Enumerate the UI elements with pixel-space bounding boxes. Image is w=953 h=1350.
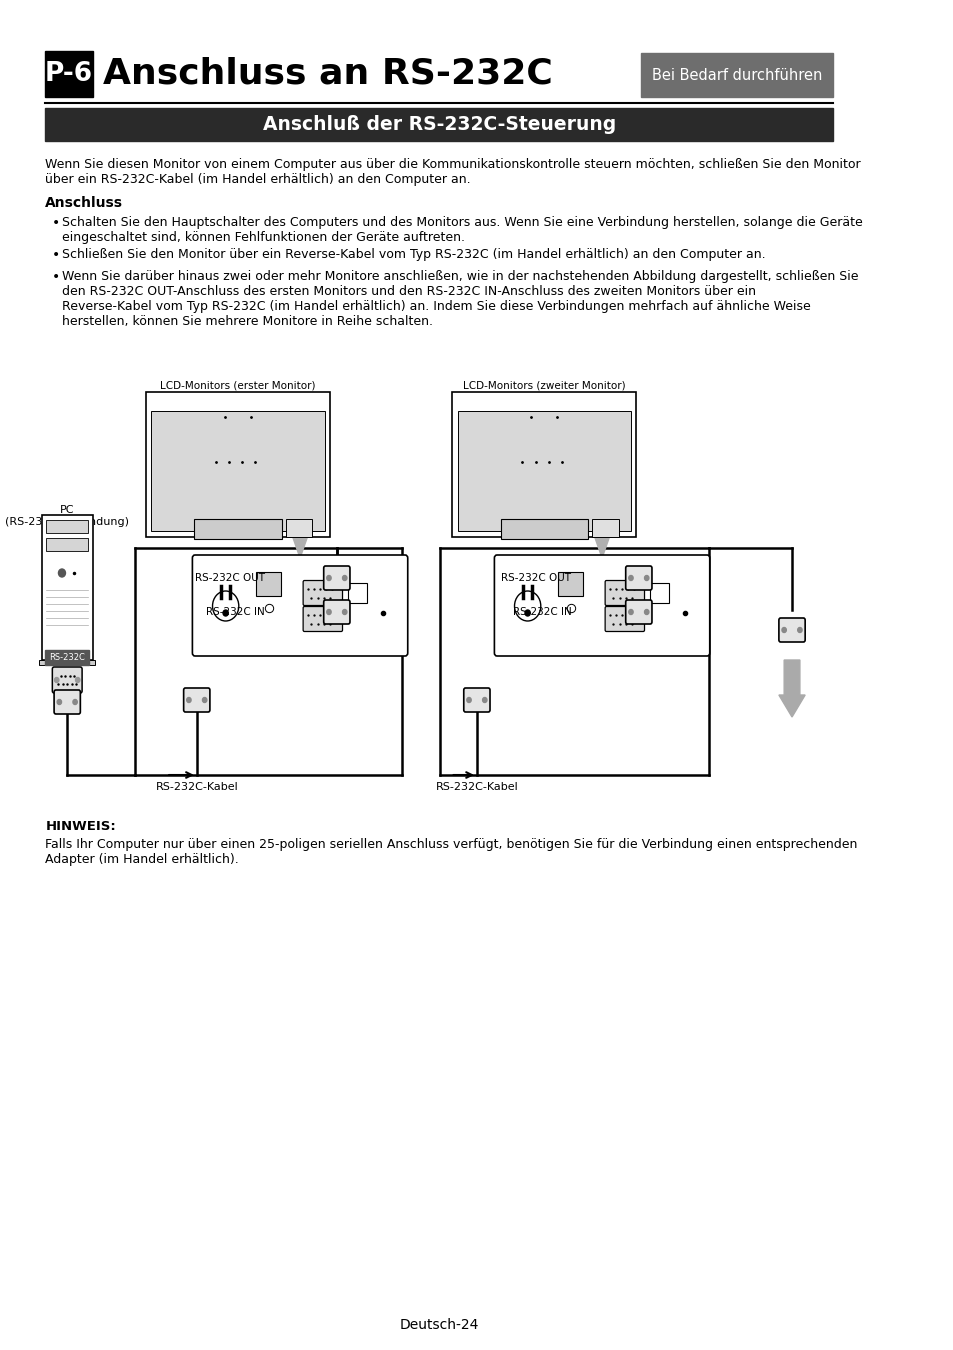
- Bar: [146, 392, 330, 537]
- Bar: [592, 518, 618, 537]
- FancyBboxPatch shape: [303, 606, 342, 632]
- Bar: [452, 392, 636, 537]
- Circle shape: [72, 699, 77, 705]
- Text: Anschluss an RS-232C: Anschluss an RS-232C: [103, 57, 553, 90]
- Text: Anschluss: Anschluss: [46, 196, 123, 211]
- FancyBboxPatch shape: [463, 688, 490, 711]
- FancyArrow shape: [778, 660, 804, 717]
- Text: Schließen Sie den Monitor über ein Reverse-Kabel vom Typ RS-232C (im Handel erhä: Schließen Sie den Monitor über ein Rever…: [62, 248, 765, 261]
- Bar: [46, 520, 88, 533]
- FancyBboxPatch shape: [183, 688, 210, 711]
- Polygon shape: [584, 508, 618, 558]
- Bar: [152, 410, 324, 531]
- FancyBboxPatch shape: [54, 690, 80, 714]
- FancyBboxPatch shape: [625, 566, 651, 590]
- Text: •: •: [51, 248, 60, 262]
- Circle shape: [54, 678, 59, 683]
- Bar: [650, 583, 669, 603]
- FancyBboxPatch shape: [625, 599, 651, 624]
- Circle shape: [223, 610, 228, 616]
- Bar: [640, 53, 832, 97]
- Text: RS-232C IN: RS-232C IN: [512, 608, 571, 617]
- Circle shape: [327, 575, 331, 580]
- Circle shape: [187, 698, 191, 702]
- FancyBboxPatch shape: [604, 580, 644, 606]
- FancyBboxPatch shape: [193, 555, 407, 656]
- Text: LCD-Monitors (zweiter Monitor): LCD-Monitors (zweiter Monitor): [462, 379, 625, 390]
- Text: RS-232C-Kabel: RS-232C-Kabel: [155, 782, 238, 792]
- Circle shape: [524, 610, 530, 616]
- Text: Schalten Sie den Hauptschalter des Computers und des Monitors aus. Wenn Sie eine: Schalten Sie den Hauptschalter des Compu…: [62, 216, 862, 244]
- Text: PC
(RS-232C-Verbindung): PC (RS-232C-Verbindung): [5, 505, 129, 526]
- Bar: [42, 514, 92, 660]
- Text: RS-232C OUT: RS-232C OUT: [501, 572, 571, 583]
- Polygon shape: [282, 508, 317, 558]
- Bar: [39, 660, 95, 666]
- Bar: [558, 572, 582, 595]
- Text: RS-232C-Kabel: RS-232C-Kabel: [436, 782, 517, 792]
- Circle shape: [628, 575, 633, 580]
- Bar: [348, 583, 367, 603]
- FancyBboxPatch shape: [52, 667, 82, 693]
- Text: Deutsch-24: Deutsch-24: [399, 1318, 478, 1332]
- Bar: [46, 539, 88, 551]
- Circle shape: [202, 698, 207, 702]
- Bar: [457, 410, 630, 531]
- FancyBboxPatch shape: [778, 618, 804, 643]
- Circle shape: [213, 591, 238, 621]
- Text: P-6: P-6: [45, 61, 93, 86]
- Circle shape: [797, 628, 801, 633]
- Circle shape: [57, 699, 61, 705]
- Text: RS-232C OUT: RS-232C OUT: [194, 572, 265, 583]
- FancyBboxPatch shape: [323, 599, 350, 624]
- Circle shape: [75, 678, 80, 683]
- Circle shape: [342, 575, 347, 580]
- Text: Bei Bedarf durchführen: Bei Bedarf durchführen: [651, 68, 821, 82]
- FancyBboxPatch shape: [323, 566, 350, 590]
- Text: HINWEIS:: HINWEIS:: [46, 819, 116, 833]
- Bar: [256, 572, 280, 595]
- FancyBboxPatch shape: [604, 606, 644, 632]
- Bar: [46, 649, 89, 666]
- Text: •: •: [51, 216, 60, 230]
- FancyBboxPatch shape: [494, 555, 709, 656]
- Bar: [46, 108, 832, 140]
- Circle shape: [628, 609, 633, 614]
- Text: RS-232C IN: RS-232C IN: [206, 608, 265, 617]
- Circle shape: [482, 698, 486, 702]
- Circle shape: [327, 609, 331, 614]
- Circle shape: [514, 591, 540, 621]
- Bar: [286, 518, 312, 537]
- Text: Wenn Sie darüber hinaus zwei oder mehr Monitore anschließen, wie in der nachsteh: Wenn Sie darüber hinaus zwei oder mehr M…: [62, 270, 858, 328]
- Text: RS-232C: RS-232C: [50, 652, 85, 662]
- Bar: [500, 518, 587, 539]
- Circle shape: [644, 575, 648, 580]
- Bar: [194, 518, 281, 539]
- Text: Falls Ihr Computer nur über einen 25-poligen seriellen Anschluss verfügt, benöti: Falls Ihr Computer nur über einen 25-pol…: [46, 838, 857, 865]
- Circle shape: [58, 568, 66, 576]
- Circle shape: [644, 609, 648, 614]
- Text: •: •: [51, 270, 60, 284]
- Circle shape: [781, 628, 785, 633]
- Text: LCD-Monitors (erster Monitor): LCD-Monitors (erster Monitor): [160, 379, 315, 390]
- Circle shape: [342, 609, 347, 614]
- Bar: [46, 51, 93, 97]
- Text: Wenn Sie diesen Monitor von einem Computer aus über die Kommunikationskontrolle : Wenn Sie diesen Monitor von einem Comput…: [46, 158, 860, 186]
- Text: Anschluß der RS-232C-Steuerung: Anschluß der RS-232C-Steuerung: [262, 115, 616, 134]
- FancyBboxPatch shape: [303, 580, 342, 606]
- Circle shape: [466, 698, 471, 702]
